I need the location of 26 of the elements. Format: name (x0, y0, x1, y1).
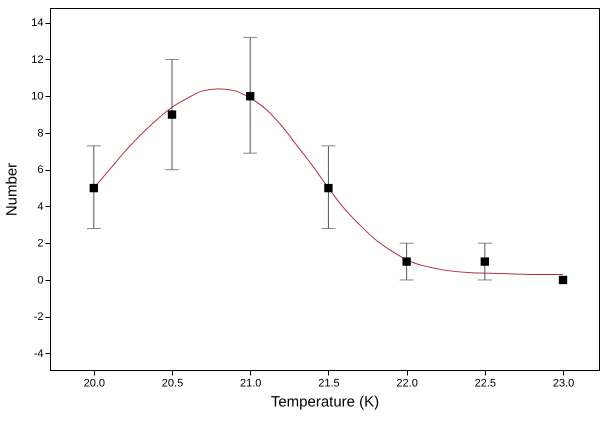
y-tick-label: 8 (37, 127, 44, 140)
point (324, 184, 333, 192)
y-tick-label: 12 (31, 54, 44, 66)
y-tick-label: 10 (31, 90, 44, 103)
y-tick-label: -2 (34, 311, 44, 324)
point (480, 257, 490, 266)
y-axis-title: Number (3, 162, 20, 216)
x-tick-label: 21.0 (240, 378, 262, 390)
y-tick-label: 0 (37, 274, 44, 286)
x-axis-title: Temperature (K) (270, 394, 380, 410)
y-tick-label: 2 (37, 238, 44, 250)
x-tick-label: 23.0 (552, 378, 574, 390)
x-tick-label: 22.0 (396, 378, 418, 390)
y-tick-label: 6 (37, 164, 44, 176)
point (168, 110, 176, 119)
x-tick-label: 20.5 (162, 378, 184, 390)
point (90, 184, 98, 192)
x-tick-label: 22.5 (474, 378, 496, 390)
y-tick-label: 4 (37, 200, 44, 213)
y-tick-label: -4 (34, 348, 44, 360)
y-tick-label: 14 (31, 17, 44, 30)
point (558, 276, 568, 284)
point (246, 92, 254, 100)
x-tick-label: 20.0 (84, 378, 106, 390)
point (402, 257, 411, 266)
x-tick-label: 21.5 (318, 378, 340, 390)
